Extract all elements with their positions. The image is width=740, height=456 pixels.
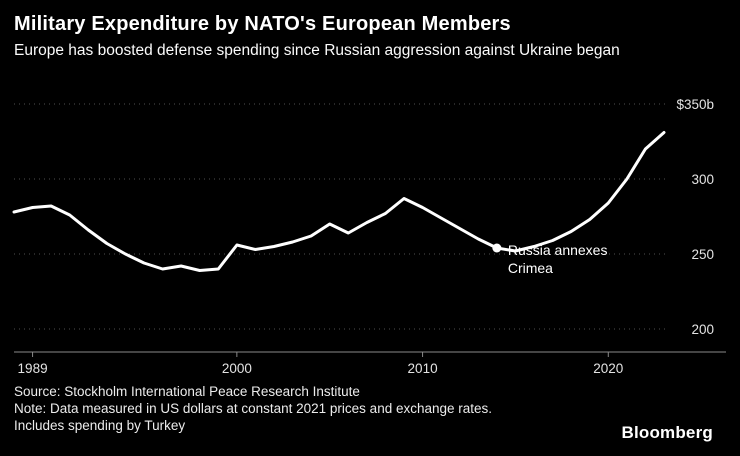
y-tick-label: 300	[691, 172, 714, 187]
note-line-2: Includes spending by Turkey	[14, 418, 186, 433]
bloomberg-logo: Bloomberg	[621, 423, 713, 442]
x-tick-label: 1989	[18, 361, 48, 376]
x-tick-label: 2020	[593, 361, 623, 376]
y-tick-label: 250	[691, 247, 714, 262]
y-tick-label: 200	[691, 322, 714, 337]
note-line: Note: Data measured in US dollars at con…	[14, 401, 493, 416]
crimea-annotation-dot	[492, 243, 502, 253]
annotation-russia-crimea: Russia annexes Crimea	[507, 242, 608, 277]
x-tick-label: 2010	[408, 361, 438, 376]
x-tick-label: 2000	[222, 361, 252, 376]
expenditure-line	[12, 131, 666, 272]
chart-subtitle: Europe has boosted defense spending sinc…	[14, 42, 620, 59]
source-line: Source: Stockholm International Peace Re…	[14, 384, 360, 399]
y-tick-label: $350b	[676, 97, 714, 112]
chart-title: Military Expenditure by NATO's European …	[14, 13, 511, 35]
